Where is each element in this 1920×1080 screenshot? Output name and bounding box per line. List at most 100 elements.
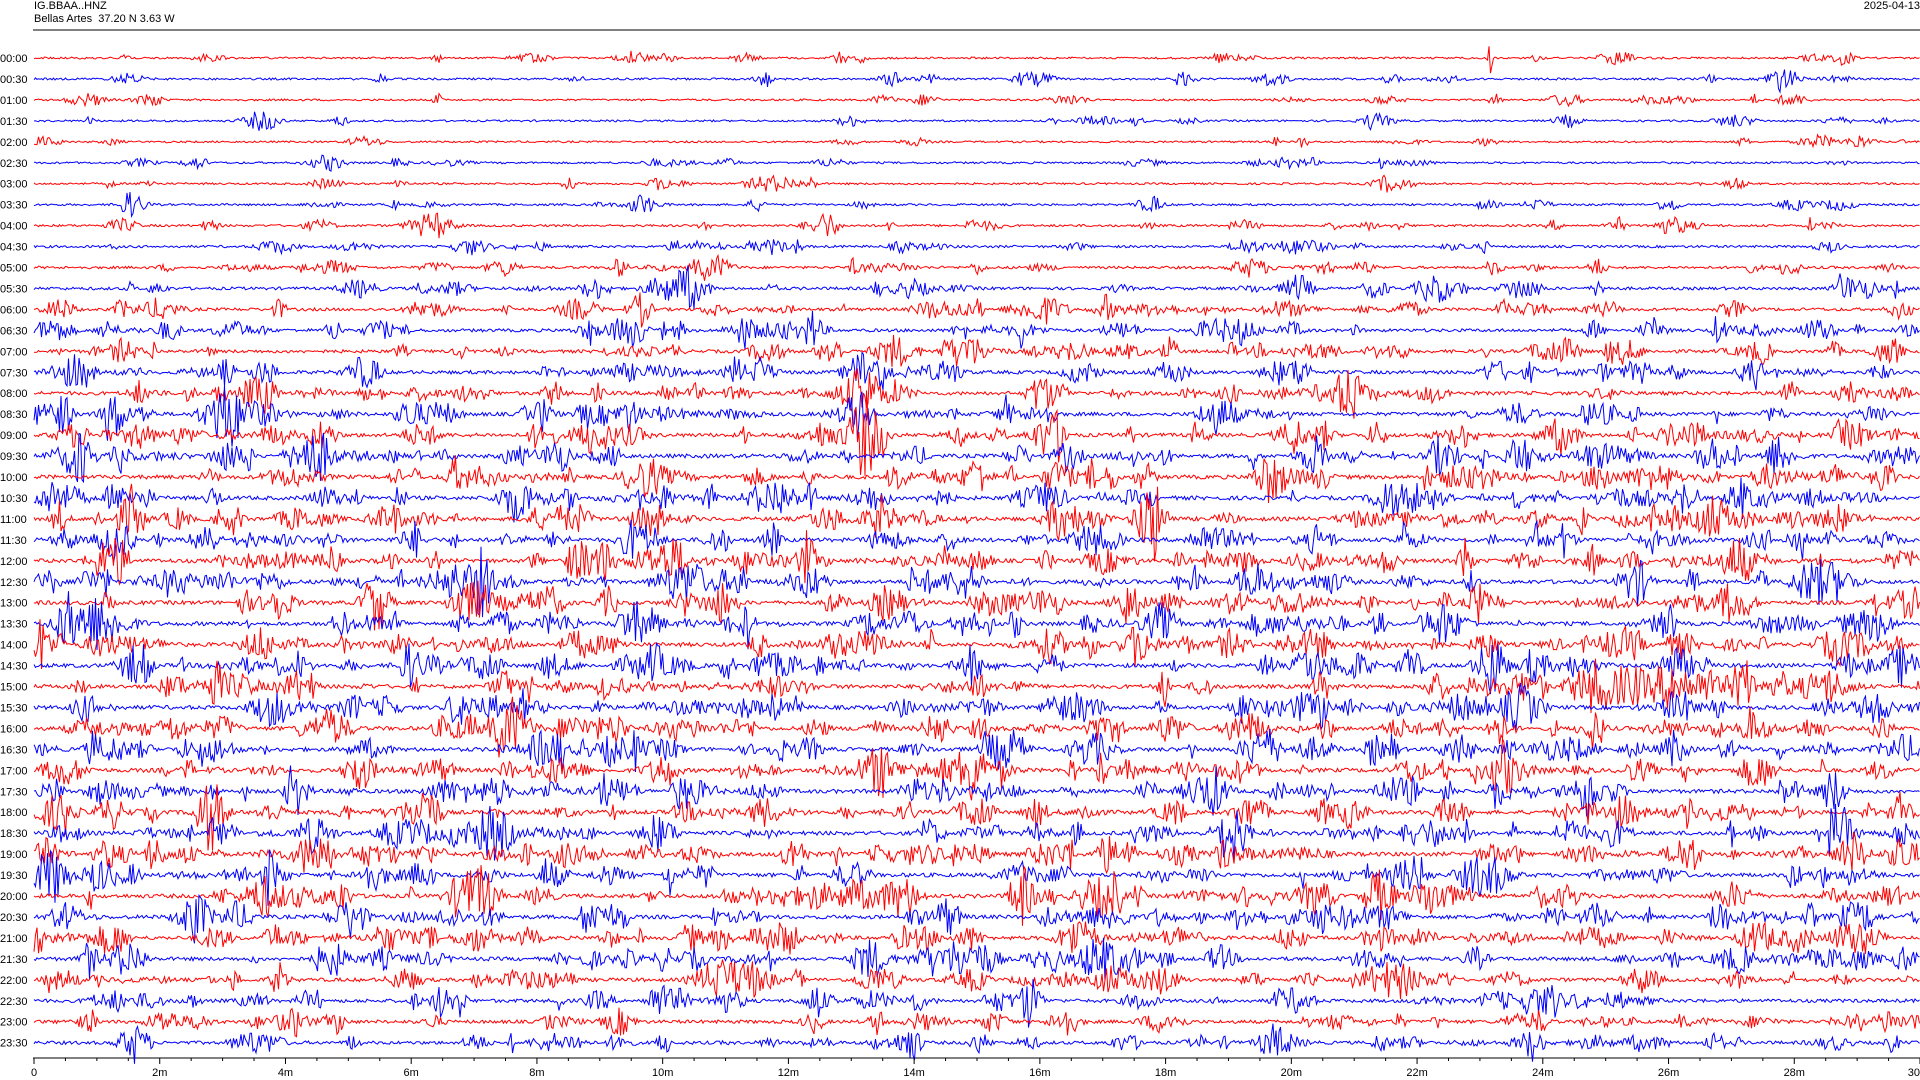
trace-1930 bbox=[33, 849, 1920, 906]
trace-0700 bbox=[33, 334, 1920, 367]
trace-1830 bbox=[33, 803, 1920, 862]
row-label: 15:00 bbox=[0, 682, 28, 694]
row-label: 16:00 bbox=[0, 723, 28, 735]
traces-group bbox=[33, 46, 1920, 1064]
row-label: 18:30 bbox=[0, 828, 28, 840]
row-label: 18:00 bbox=[0, 807, 28, 819]
date-label: 2025-04-13 bbox=[1863, 0, 1920, 12]
x-tick-label: 14m bbox=[903, 1067, 924, 1079]
row-label: 04:00 bbox=[0, 221, 28, 233]
x-tick-label: 8m bbox=[529, 1067, 544, 1079]
row-label: 21:00 bbox=[0, 933, 28, 945]
trace-1200 bbox=[33, 530, 1920, 586]
trace-0900 bbox=[33, 390, 1920, 476]
station-description: Bellas Artes 37.20 N 3.63 W bbox=[34, 13, 175, 25]
row-label: 00:00 bbox=[0, 53, 28, 65]
row-label: 09:30 bbox=[0, 451, 28, 463]
trace-1530 bbox=[33, 682, 1920, 730]
row-label: 20:30 bbox=[0, 912, 28, 924]
row-label: 02:30 bbox=[0, 158, 28, 170]
row-label: 01:00 bbox=[0, 95, 28, 107]
row-label: 19:00 bbox=[0, 849, 28, 861]
row-label: 06:30 bbox=[0, 325, 28, 337]
row-label: 21:30 bbox=[0, 954, 28, 966]
x-axis-group: 0 2m 4m 6m 8m 10m 12m 14m 16m 18m 20m 22m 24m 26m 28m 3… bbox=[31, 1058, 1920, 1079]
trace-1900 bbox=[33, 831, 1920, 875]
row-label: 16:30 bbox=[0, 744, 28, 756]
trace-1400 bbox=[33, 619, 1920, 670]
row-label: 17:30 bbox=[0, 786, 28, 798]
trace-1030 bbox=[33, 477, 1920, 523]
x-tick-label: 28m bbox=[1784, 1067, 1805, 1079]
trace-1130 bbox=[33, 519, 1920, 563]
trace-0330 bbox=[33, 191, 1920, 219]
row-label: 14:00 bbox=[0, 640, 28, 652]
x-tick-label: 12m bbox=[778, 1067, 799, 1079]
trace-2200 bbox=[33, 959, 1920, 1000]
trace-0500 bbox=[33, 253, 1920, 281]
x-tick-label: 20m bbox=[1281, 1067, 1302, 1079]
row-label: 22:00 bbox=[0, 975, 28, 987]
x-tick-label: 24m bbox=[1532, 1067, 1553, 1079]
row-label: 10:00 bbox=[0, 472, 28, 484]
row-label: 11:00 bbox=[0, 514, 27, 526]
trace-2130 bbox=[33, 937, 1920, 981]
trace-0830 bbox=[33, 384, 1920, 447]
row-label: 20:00 bbox=[0, 891, 28, 903]
trace-0930 bbox=[33, 432, 1920, 484]
station-code: IG.BBAA..HNZ bbox=[34, 0, 107, 12]
trace-0030 bbox=[33, 69, 1920, 94]
row-label: 19:30 bbox=[0, 870, 28, 882]
row-label: 12:30 bbox=[0, 577, 28, 589]
x-tick-label: 30 bbox=[1908, 1067, 1920, 1079]
row-label: 05:00 bbox=[0, 263, 28, 275]
row-labels-group: 00:00 00:30 01:00 01:30 02:00 02:30 03:00 03:30… bbox=[0, 53, 28, 1050]
row-label: 04:30 bbox=[0, 242, 28, 254]
row-label: 03:00 bbox=[0, 179, 28, 191]
x-tick-label: 0 bbox=[31, 1067, 37, 1079]
trace-1600 bbox=[33, 696, 1920, 758]
trace-0300 bbox=[33, 174, 1920, 193]
trace-2000 bbox=[33, 864, 1920, 926]
trace-1300 bbox=[33, 580, 1920, 631]
trace-0730 bbox=[33, 350, 1920, 391]
trace-0100 bbox=[33, 92, 1920, 108]
x-tick-label: 10m bbox=[652, 1067, 673, 1079]
x-tick-label: 6m bbox=[404, 1067, 419, 1079]
trace-1500 bbox=[33, 658, 1920, 714]
x-tick-label: 4m bbox=[278, 1067, 293, 1079]
trace-1000 bbox=[33, 455, 1920, 504]
row-label: 10:30 bbox=[0, 493, 28, 505]
x-tick-label: 2m bbox=[152, 1067, 167, 1079]
row-label: 01:30 bbox=[0, 116, 28, 128]
trace-0800 bbox=[33, 368, 1920, 419]
row-label: 17:00 bbox=[0, 765, 28, 777]
trace-1430 bbox=[33, 641, 1920, 695]
trace-0200 bbox=[33, 133, 1920, 149]
trace-2230 bbox=[33, 979, 1920, 1028]
trace-2030 bbox=[33, 893, 1920, 944]
row-label: 23:00 bbox=[0, 1017, 28, 1029]
trace-0230 bbox=[33, 154, 1920, 172]
trace-2300 bbox=[33, 1007, 1920, 1038]
row-label: 02:00 bbox=[0, 137, 28, 149]
x-tick-label: 26m bbox=[1658, 1067, 1679, 1079]
trace-0400 bbox=[33, 212, 1920, 239]
row-label: 03:30 bbox=[0, 200, 28, 212]
row-label: 05:30 bbox=[0, 283, 28, 295]
row-label: 23:30 bbox=[0, 1038, 28, 1050]
trace-1800 bbox=[33, 784, 1920, 851]
row-label: 13:00 bbox=[0, 598, 28, 610]
row-label: 14:30 bbox=[0, 661, 28, 673]
trace-1730 bbox=[33, 765, 1920, 820]
trace-0130 bbox=[33, 111, 1920, 132]
trace-1230 bbox=[33, 546, 1920, 618]
trace-1100 bbox=[33, 483, 1920, 561]
trace-0530 bbox=[33, 265, 1920, 310]
row-label: 06:00 bbox=[0, 304, 28, 316]
row-label: 07:30 bbox=[0, 367, 28, 379]
trace-1630 bbox=[33, 728, 1920, 773]
row-label: 07:00 bbox=[0, 346, 28, 358]
trace-2330 bbox=[33, 1023, 1920, 1064]
